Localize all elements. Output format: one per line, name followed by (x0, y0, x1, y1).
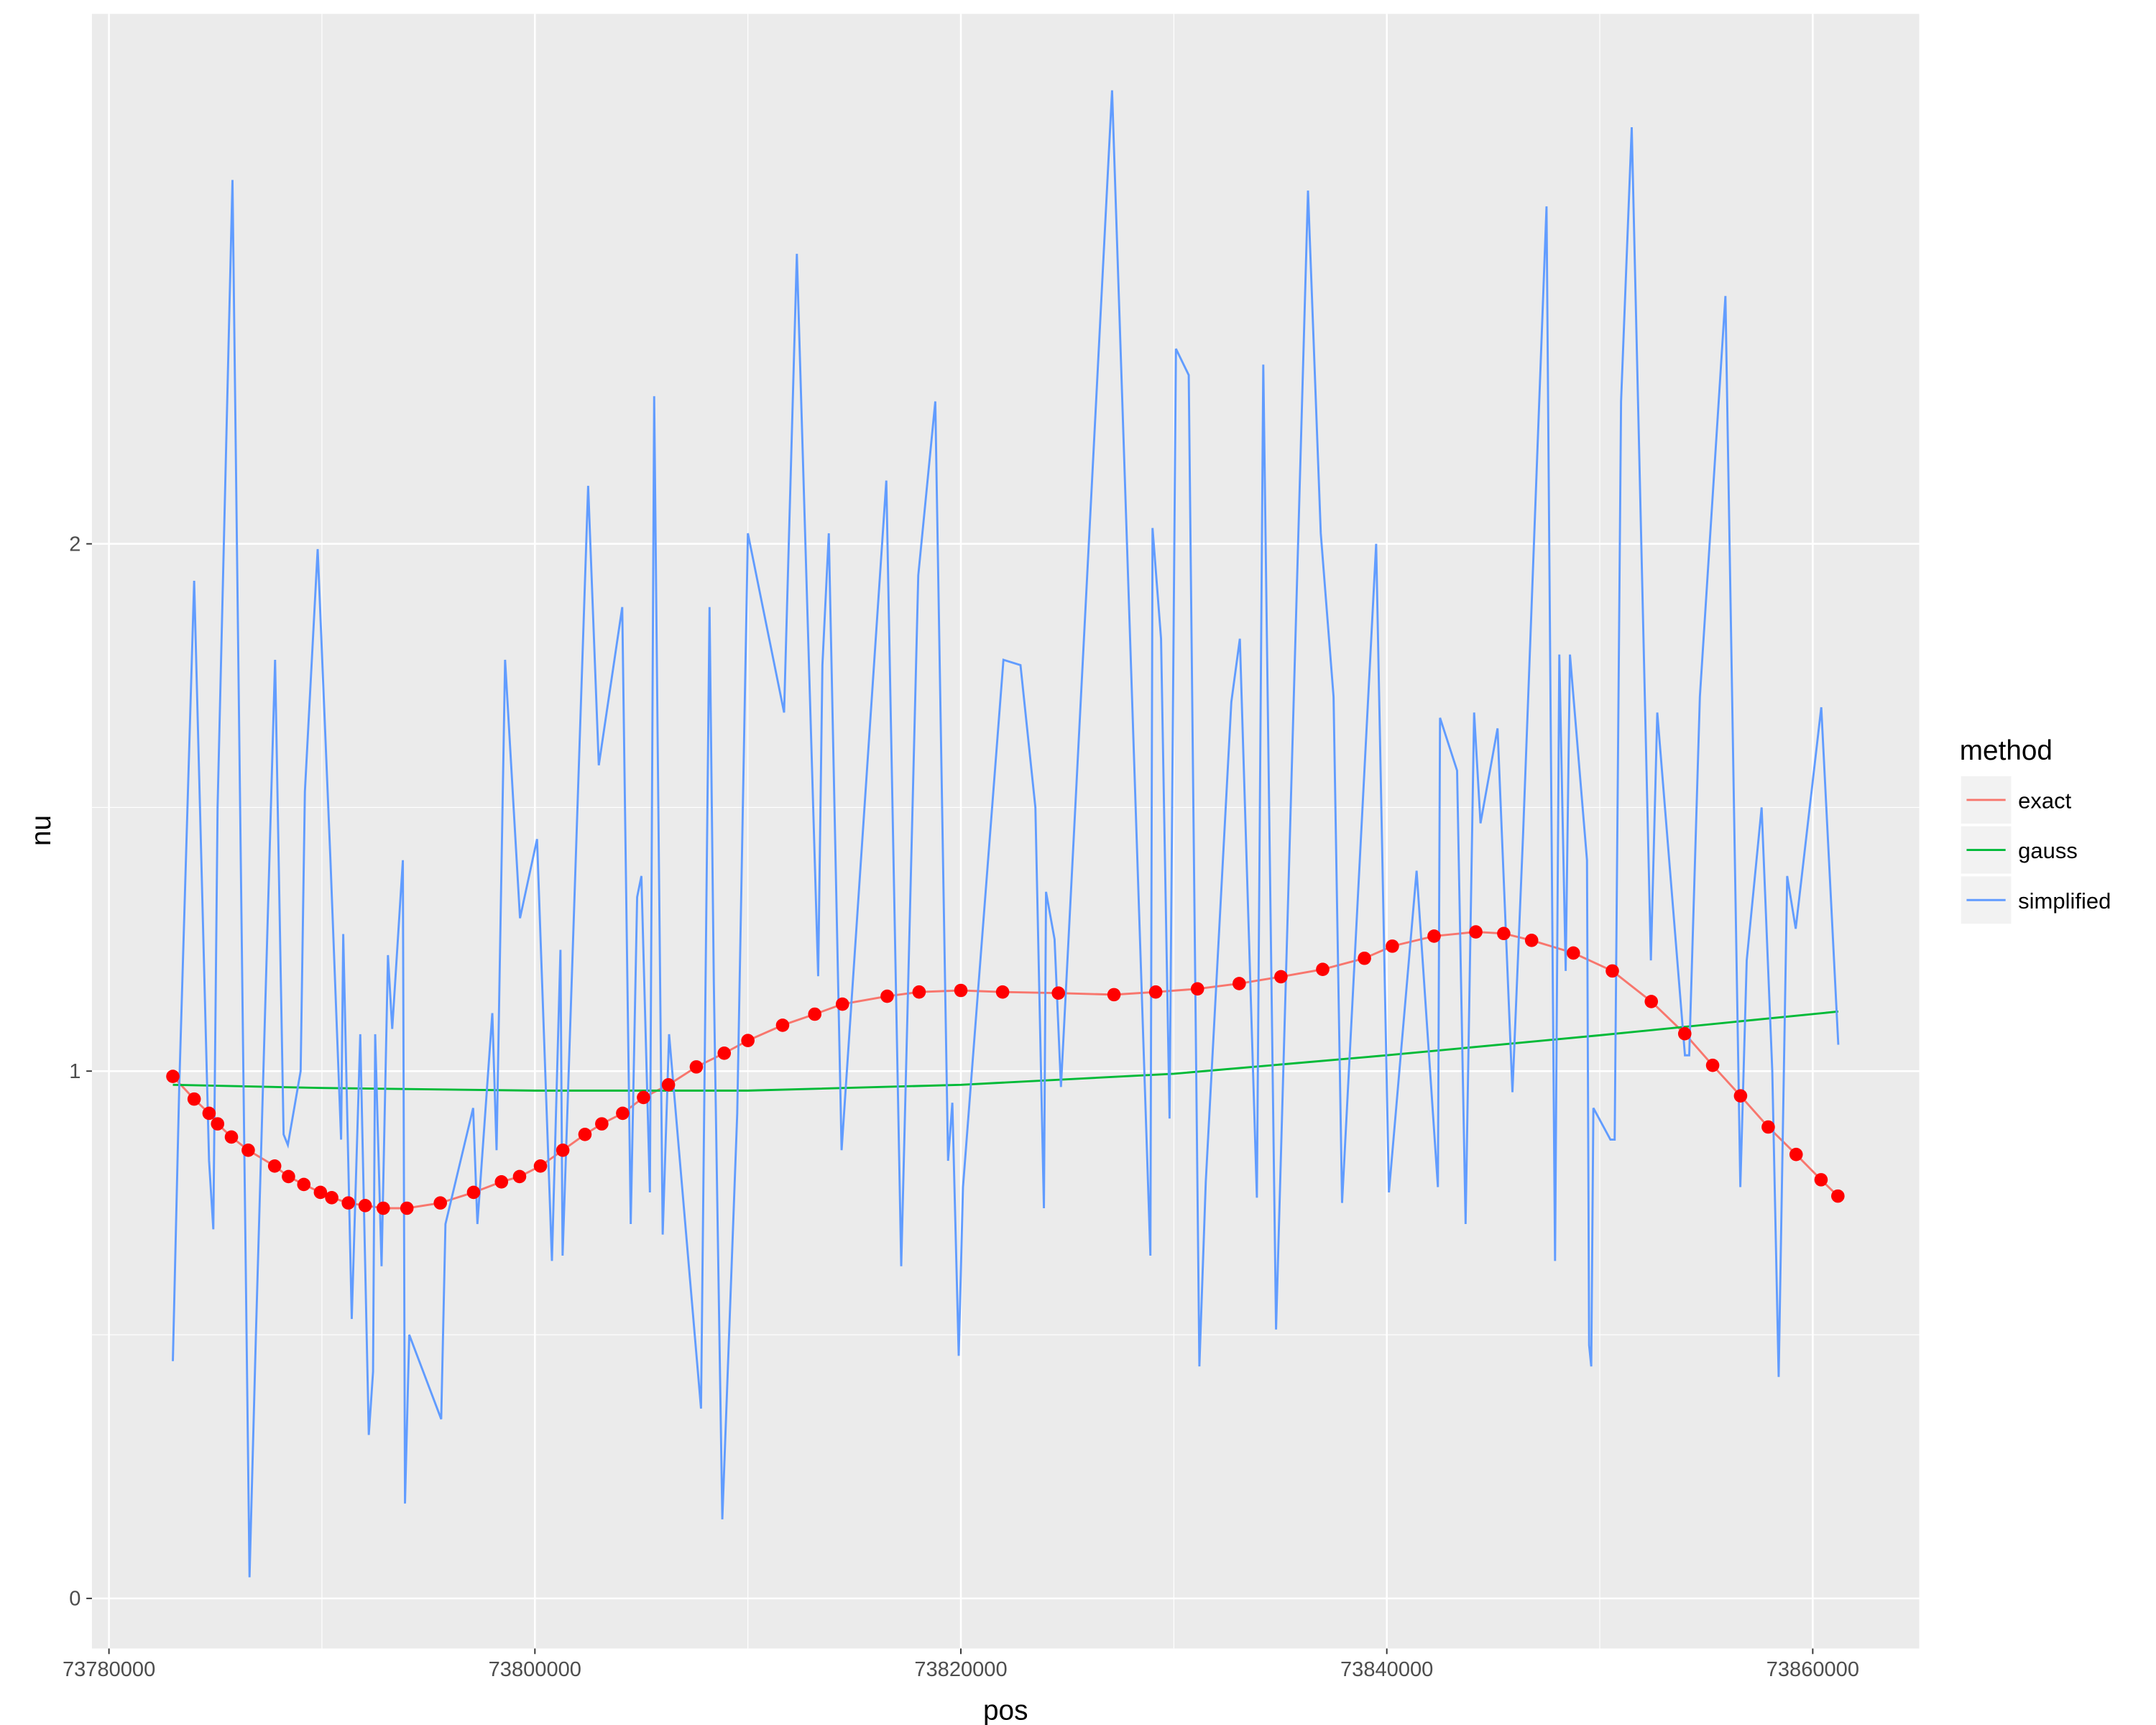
point (400, 1201, 414, 1215)
legend-title: method (1960, 735, 2053, 766)
point (661, 1078, 676, 1092)
point (616, 1106, 630, 1121)
legend-label: simplified (2018, 888, 2111, 914)
point (211, 1117, 225, 1131)
point (880, 989, 894, 1003)
point (341, 1196, 356, 1210)
x-tick-label: 73780000 (63, 1658, 155, 1681)
point (267, 1159, 282, 1173)
point (1316, 962, 1330, 976)
line-gauss (172, 1010, 1839, 1092)
point (689, 1060, 704, 1074)
x-tick-label: 73860000 (1766, 1658, 1859, 1681)
point (1606, 964, 1619, 978)
point (954, 983, 968, 998)
point (1051, 986, 1066, 1000)
point (494, 1175, 509, 1189)
point (1705, 1058, 1720, 1072)
point (995, 985, 1010, 999)
point (297, 1177, 311, 1192)
point (1814, 1173, 1828, 1187)
point (202, 1106, 216, 1121)
point (1148, 985, 1163, 999)
point (556, 1143, 570, 1157)
point (1733, 1089, 1748, 1103)
point (741, 1034, 755, 1047)
point (1677, 1026, 1692, 1041)
point (1427, 929, 1441, 943)
point (1831, 1189, 1845, 1203)
point (717, 1046, 732, 1060)
legend-label: exact (2018, 788, 2071, 814)
x-tick-label: 73800000 (489, 1658, 581, 1681)
point (1789, 1147, 1803, 1162)
point (1524, 934, 1539, 947)
point (1107, 988, 1121, 1002)
y-tick-label: 2 (69, 533, 80, 556)
point (282, 1169, 295, 1184)
point (595, 1117, 609, 1131)
line-simplified (172, 90, 1840, 1578)
point (325, 1191, 338, 1205)
point (1761, 1120, 1775, 1134)
x-axis-title: pos (983, 1695, 1028, 1725)
point (808, 1007, 822, 1021)
point (533, 1159, 548, 1173)
y-tick-label: 0 (69, 1588, 80, 1611)
point (1358, 951, 1371, 965)
y-tick-label: 1 (69, 1060, 80, 1083)
point (512, 1169, 527, 1184)
point (1469, 925, 1483, 939)
point (166, 1070, 180, 1083)
point (912, 985, 926, 999)
x-tick-label: 73840000 (1340, 1658, 1433, 1681)
point (775, 1018, 790, 1032)
point (1497, 926, 1511, 941)
point (637, 1090, 650, 1105)
y-axis-title: nu (26, 815, 57, 846)
point (1190, 982, 1204, 996)
point (224, 1130, 239, 1144)
point (578, 1127, 592, 1141)
point (358, 1199, 372, 1213)
point (1233, 977, 1246, 990)
point (433, 1196, 448, 1210)
point (377, 1201, 390, 1215)
point (1274, 970, 1288, 984)
point (466, 1185, 481, 1200)
point (835, 997, 849, 1011)
x-tick-label: 73820000 (914, 1658, 1007, 1681)
point (241, 1143, 255, 1157)
legend-label: gauss (2018, 838, 2078, 863)
point (1644, 995, 1659, 1008)
point (187, 1092, 201, 1106)
point (313, 1185, 328, 1200)
point (1386, 939, 1399, 953)
plot-panel (91, 14, 1920, 1649)
point (1566, 946, 1580, 960)
